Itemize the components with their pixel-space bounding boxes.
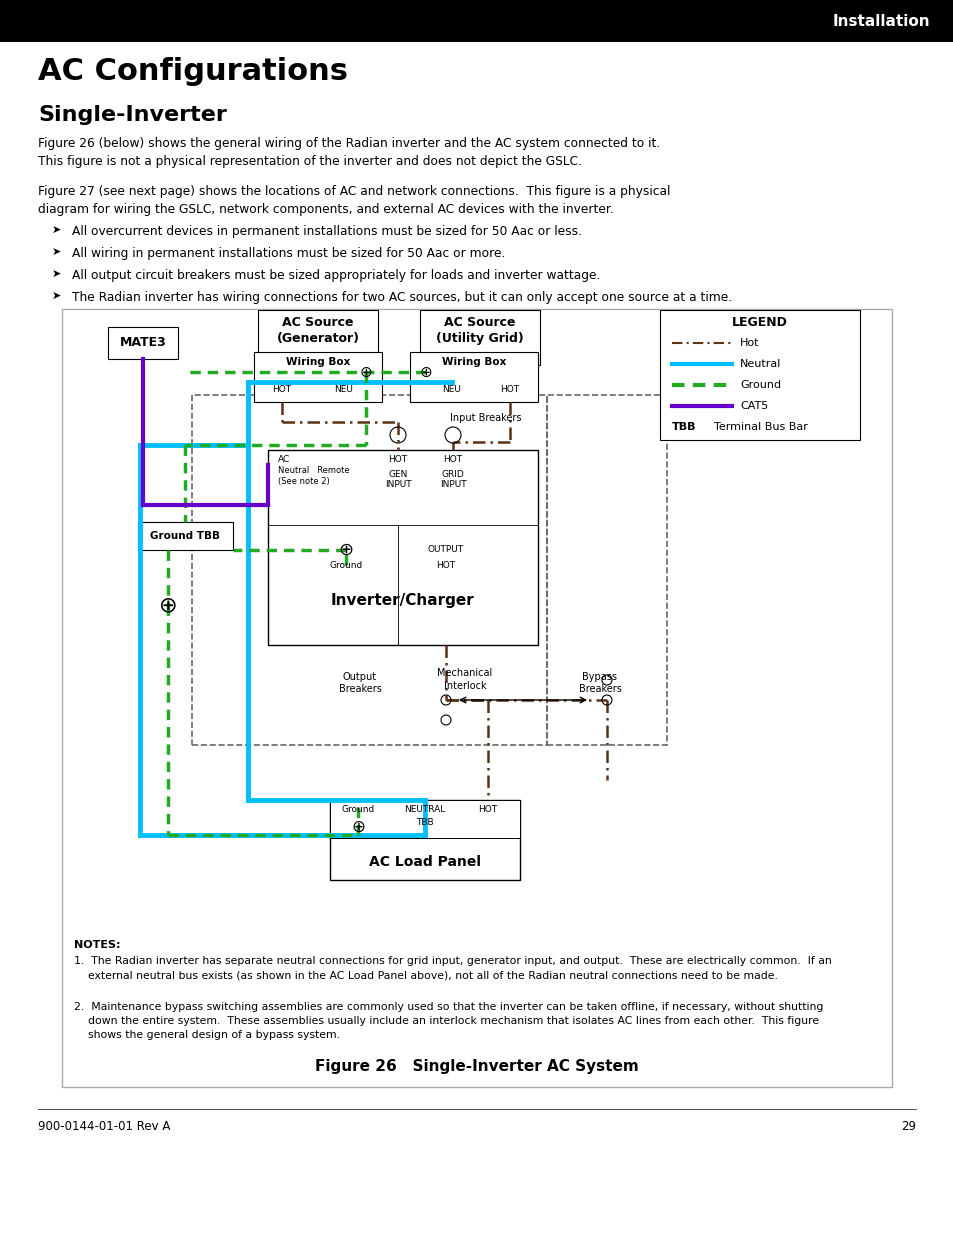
Text: HOT: HOT (478, 805, 497, 814)
Text: Wiring Box: Wiring Box (441, 357, 506, 367)
Text: (See note 2): (See note 2) (277, 477, 330, 487)
Text: Terminal Bus Bar: Terminal Bus Bar (713, 422, 807, 432)
Bar (330, 800, 519, 839)
Text: NEU: NEU (442, 385, 461, 394)
Text: Ground: Ground (341, 805, 375, 814)
Bar (138, 522, 233, 550)
Text: Figure 26   Single-Inverter AC System: Figure 26 Single-Inverter AC System (314, 1060, 639, 1074)
Bar (410, 352, 537, 403)
Text: AC: AC (277, 454, 290, 464)
Text: Ground TBB: Ground TBB (151, 531, 220, 541)
Bar (0, 0, 953, 42)
Text: INPUT: INPUT (384, 480, 411, 489)
Text: 1.  The Radian inverter has separate neutral connections for grid input, generat: 1. The Radian inverter has separate neut… (74, 956, 831, 981)
Text: AC Configurations: AC Configurations (38, 57, 348, 86)
Text: Interlock: Interlock (443, 680, 486, 692)
Bar (192, 395, 546, 745)
Text: HOT: HOT (273, 385, 292, 394)
Text: LEGEND: LEGEND (731, 316, 787, 329)
Text: Breakers: Breakers (578, 684, 620, 694)
Text: Figure 26 (below) shows the general wiring of the Radian inverter and the AC sys: Figure 26 (below) shows the general wiri… (38, 137, 659, 168)
Text: AC Source: AC Source (444, 316, 516, 329)
Bar (546, 395, 666, 745)
Bar (268, 450, 537, 645)
Text: 900-0144-01-01 Rev A: 900-0144-01-01 Rev A (38, 1120, 171, 1134)
Text: 29: 29 (900, 1120, 915, 1134)
Text: The Radian inverter has wiring connections for two AC sources, but it can only a: The Radian inverter has wiring connectio… (71, 291, 731, 304)
Text: Neutral: Neutral (740, 359, 781, 369)
Text: HOT: HOT (388, 454, 407, 464)
Text: Mechanical: Mechanical (436, 668, 492, 678)
Bar (108, 327, 178, 359)
Text: MATE3: MATE3 (119, 336, 166, 350)
Bar (330, 800, 519, 881)
Bar (253, 352, 381, 403)
Text: ➤: ➤ (52, 247, 61, 257)
Text: Figure 27 (see next page) shows the locations of AC and network connections.  Th: Figure 27 (see next page) shows the loca… (38, 185, 670, 216)
Text: Wiring Box: Wiring Box (286, 357, 350, 367)
Text: ⊕: ⊕ (338, 541, 354, 559)
Text: TBB: TBB (671, 422, 696, 432)
Text: AC Load Panel: AC Load Panel (369, 855, 480, 869)
Text: Output: Output (342, 672, 376, 682)
Text: HOT: HOT (443, 454, 462, 464)
Bar (62, 309, 891, 1087)
Text: (Generator): (Generator) (276, 332, 359, 345)
Text: Breakers: Breakers (338, 684, 381, 694)
Text: All wiring in permanent installations must be sized for 50 Aac or more.: All wiring in permanent installations mu… (71, 247, 505, 261)
Text: Neutral   Remote: Neutral Remote (277, 466, 349, 475)
Text: Inverter/Charger: Inverter/Charger (331, 593, 475, 608)
Text: NOTES:: NOTES: (74, 940, 120, 950)
Text: INPUT: INPUT (439, 480, 466, 489)
Text: Hot: Hot (740, 338, 759, 348)
Text: OUTPUT: OUTPUT (428, 546, 463, 555)
Text: All overcurrent devices in permanent installations must be sized for 50 Aac or l: All overcurrent devices in permanent ins… (71, 225, 581, 238)
Text: Installation: Installation (832, 14, 929, 28)
Bar (659, 310, 859, 440)
Bar (419, 310, 539, 366)
Text: NEU: NEU (335, 385, 353, 394)
Text: Bypass: Bypass (582, 672, 617, 682)
Text: Input Breakers: Input Breakers (450, 412, 521, 424)
Text: HOT: HOT (436, 561, 456, 569)
Text: NEUTRAL: NEUTRAL (404, 805, 445, 814)
Text: GEN: GEN (388, 471, 407, 479)
Text: ➤: ➤ (52, 269, 61, 279)
Bar (257, 310, 377, 366)
Text: TBB: TBB (416, 818, 434, 827)
Text: CAT5: CAT5 (740, 401, 767, 411)
Text: All output circuit breakers must be sized appropriately for loads and inverter w: All output circuit breakers must be size… (71, 269, 599, 282)
Text: Ground: Ground (740, 380, 781, 390)
Text: ➤: ➤ (52, 225, 61, 235)
Text: ⊕: ⊕ (351, 818, 365, 836)
Text: 2.  Maintenance bypass switching assemblies are commonly used so that the invert: 2. Maintenance bypass switching assembli… (74, 1002, 822, 1040)
Text: ⊕: ⊕ (359, 364, 372, 379)
Text: (Utility Grid): (Utility Grid) (436, 332, 523, 345)
Text: GRID: GRID (441, 471, 464, 479)
Text: AC Source: AC Source (282, 316, 354, 329)
Text: Single-Inverter: Single-Inverter (38, 105, 227, 125)
Text: ➤: ➤ (52, 291, 61, 301)
Text: ⊕: ⊕ (419, 364, 432, 379)
Text: HOT: HOT (500, 385, 519, 394)
Text: ⊕: ⊕ (158, 595, 177, 615)
Text: Ground: Ground (329, 561, 362, 569)
